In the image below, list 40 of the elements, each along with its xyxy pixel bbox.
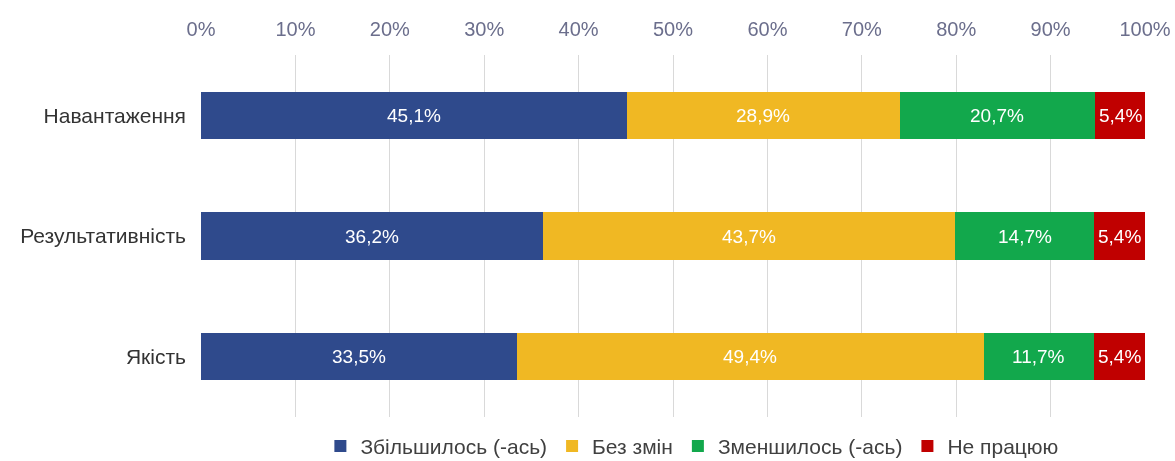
y-tick-label: Навантаження [43,103,186,127]
data-label: 5,4% [1098,226,1142,247]
data-label: 45,1% [387,105,441,126]
legend-label: Не працюю [947,435,1059,459]
y-tick-label: Якість [125,345,187,369]
bar [201,91,627,139]
x-tick-label: 80% [936,18,977,40]
bar [955,212,1095,260]
legend-label: Збільшилось (-ась) [360,435,548,459]
bar [542,212,956,260]
data-label: 20,7% [970,105,1024,126]
bar [983,333,1095,381]
x-tick-label: 60% [747,18,788,40]
x-tick-label: 50% [652,18,694,40]
x-tick-label: 0% [186,18,216,40]
bar [626,91,900,139]
data-label: 43,7% [722,226,776,247]
bar [899,91,1095,139]
x-tick-label: 70% [841,18,883,40]
x-tick-label: 100% [1119,18,1171,40]
x-tick-label: 20% [369,18,411,40]
bar [201,212,543,260]
x-tick-label: 10% [275,18,316,40]
bar [201,333,518,381]
data-label: 5,4% [1099,105,1143,126]
data-label: 33,5% [332,346,386,367]
bar [517,333,984,381]
data-label: 5,4% [1098,346,1142,367]
data-label: 11,7% [1012,346,1065,367]
data-label: 28,9% [736,105,790,126]
y-tick-label: Результативність [20,224,187,248]
data-label: 14,7% [998,226,1052,247]
x-tick-label: 30% [464,18,505,40]
data-label: 49,4% [723,346,777,367]
x-tick-label: 40% [558,18,599,40]
legend-label: Без змін [592,435,673,459]
x-tick-label: 90% [1030,18,1071,40]
legend-label: Зменшилось (-ась) [717,435,903,459]
bar [1094,212,1145,260]
data-label: 36,2% [345,226,399,247]
